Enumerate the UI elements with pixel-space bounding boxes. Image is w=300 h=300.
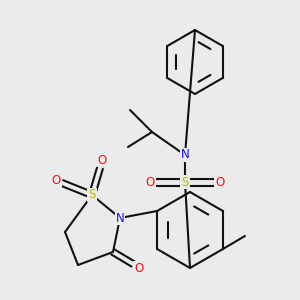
Text: O: O [51,173,61,187]
Text: N: N [181,148,189,161]
Text: S: S [88,188,96,202]
Text: O: O [98,154,106,166]
Text: O: O [215,176,225,188]
Text: S: S [181,176,189,188]
Text: O: O [146,176,154,188]
Text: N: N [116,212,124,224]
Text: O: O [134,262,144,275]
